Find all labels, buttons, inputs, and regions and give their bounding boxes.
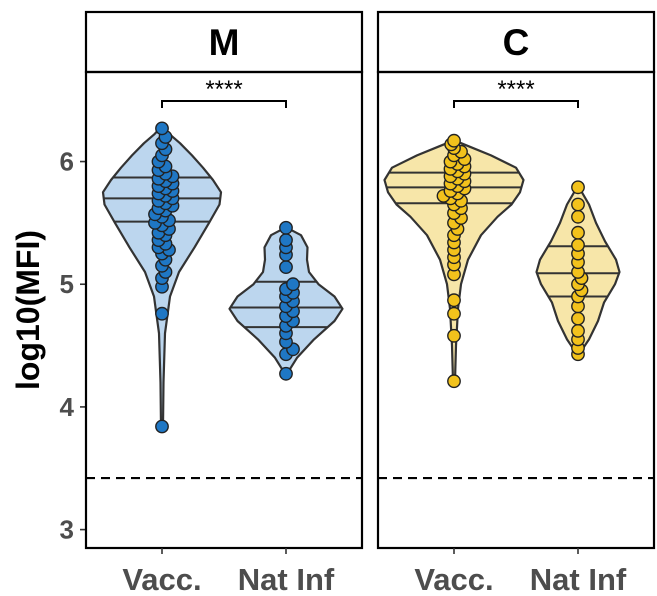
x-tick-label: Vacc. [122,562,201,596]
data-point [447,374,461,389]
significance-bracket [161,100,287,108]
data-point [447,328,461,343]
y-axis-title: log10(MFI) [10,230,46,390]
panel-frame [376,70,656,550]
y-tick-label: 5 [60,269,74,299]
panel-strip [84,10,364,74]
data-point [571,197,585,212]
panel-strip-title: M [209,22,240,63]
violin-group-vacc [101,121,223,434]
data-point [155,306,169,321]
data-point [286,277,300,292]
significance-label: **** [205,76,242,103]
panel-c: C **** Vacc. Nat Inf [376,10,656,596]
y-tick-label: 3 [60,515,74,545]
y-tick-label: 4 [60,392,75,422]
data-point [279,220,293,235]
data-point [279,366,293,381]
data-point [447,133,461,148]
data-point [155,419,169,434]
panel-strip-title: C [503,22,530,63]
data-point [571,238,585,252]
data-point [571,180,585,195]
x-tick-label: Nat Inf [238,562,335,596]
violin-group-nat-inf [535,180,621,362]
significance-bracket [453,100,579,108]
axes-layer: 3 4 5 6 [60,147,86,545]
violin-group-nat-inf [228,220,344,381]
data-point [155,121,169,136]
y-tick-label: 6 [60,147,74,177]
violin-group-vacc [383,133,525,389]
panel-m: M **** Vacc. Nat Inf [84,10,364,596]
panel-frame [84,70,364,550]
data-point [279,260,293,274]
data-point [571,225,585,240]
x-tick-label: Nat Inf [530,562,627,596]
data-point [571,311,585,326]
data-point [571,209,585,224]
x-tick-label: Vacc. [414,562,493,596]
significance-label: **** [497,76,534,103]
data-point [279,233,293,248]
panels-layer: M **** Vacc. Nat Inf C **** Vacc. Nat Inf [84,10,656,596]
data-point [447,306,461,321]
data-point [571,323,585,338]
data-point [447,293,461,308]
